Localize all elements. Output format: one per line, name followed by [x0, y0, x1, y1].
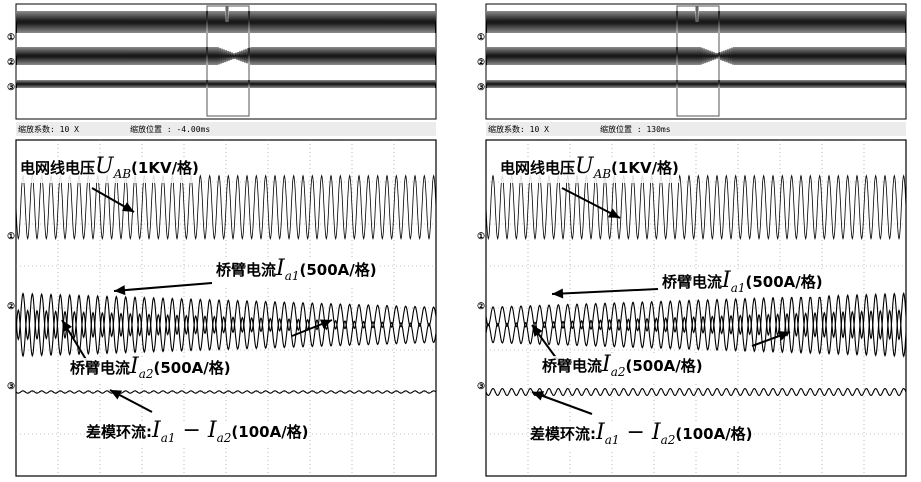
- annotation-arrow: [113, 282, 213, 292]
- annotation-arrowhead: [110, 390, 123, 400]
- annotation-arrow: [551, 288, 659, 295]
- label-unit: (1KV/格): [131, 159, 199, 177]
- channel-marker-voltage: ①: [7, 232, 16, 242]
- channel-marker-overview-1: ①: [7, 33, 16, 43]
- channel-marker-overview-3: ③: [7, 83, 16, 93]
- channel-marker-voltage: ①: [477, 232, 486, 242]
- math-subscript: a1: [730, 281, 746, 295]
- series-trace: [15, 174, 437, 241]
- series-trace: [485, 174, 907, 241]
- annotation-arrowhead: [607, 208, 620, 218]
- overview-trace: [15, 46, 437, 66]
- overview-frame: [485, 3, 907, 120]
- label-arm-current-2: 桥臂电流Ia2(500A/格): [542, 354, 703, 381]
- math-symbol: I: [276, 256, 285, 281]
- overview-trace: [15, 79, 437, 89]
- scope-svg-right: [485, 3, 907, 477]
- label-arm-current-2: 桥臂电流Ia2(500A/格): [70, 356, 231, 383]
- math-symbol: U: [95, 154, 114, 179]
- channel-marker-current: ②: [7, 302, 16, 312]
- zoom-factor-label: 缩放系数: 10 X: [18, 125, 79, 134]
- series-trace: [485, 308, 907, 358]
- math-subscript: a2: [216, 431, 232, 445]
- math-symbol: I: [207, 418, 217, 443]
- annotation-arrowhead: [532, 325, 543, 337]
- channel-marker-overview-3: ③: [477, 83, 486, 93]
- annotation-arrowhead: [121, 202, 134, 212]
- overview-frame: [15, 3, 437, 120]
- label-text: 桥臂电流: [542, 357, 603, 375]
- math-symbol: U: [575, 154, 594, 179]
- overview-trace: [485, 79, 907, 89]
- channel-marker-overview-2: ②: [7, 58, 16, 68]
- series-trace: [15, 308, 437, 358]
- label-text: 电网线电压: [20, 159, 96, 177]
- label-unit: (500A/格): [625, 357, 703, 375]
- math-minus: −: [175, 418, 208, 443]
- math-subscript: a1: [160, 431, 176, 445]
- series-trace: [485, 291, 907, 341]
- overview-trace: [485, 46, 907, 66]
- scope-svg-left: [15, 3, 437, 477]
- label-unit: (500A/格): [153, 359, 231, 377]
- zoom-label-bar: [486, 122, 906, 136]
- annotation-arrowhead: [532, 391, 545, 401]
- label-circulating-current: 差模环流:Ia1 − Ia2(100A/格): [530, 422, 753, 449]
- label-text: 桥臂电流: [70, 359, 131, 377]
- math-subscript: AB: [593, 167, 612, 181]
- label-text: 差模环流:: [86, 423, 152, 441]
- math-subscript: a1: [284, 269, 300, 283]
- channel-marker-circulating: ③: [7, 382, 16, 392]
- annotation-arrowhead: [114, 285, 126, 296]
- label-unit: (100A/格): [675, 425, 753, 443]
- math-symbol: I: [651, 420, 661, 445]
- zoom-label-bar: [16, 122, 436, 136]
- label-unit: (500A/格): [299, 261, 377, 279]
- math-minus: −: [619, 420, 652, 445]
- channel-marker-overview-1: ①: [477, 33, 486, 43]
- series-trace: [485, 387, 907, 397]
- channel-marker-current: ②: [477, 302, 486, 312]
- label-text: 桥臂电流: [216, 261, 277, 279]
- annotation-arrowhead: [62, 320, 72, 332]
- label-grid-voltage: 电网线电压UAB(1KV/格): [20, 156, 199, 183]
- zoom-position-label: 缩放位置 : -4.00ms: [130, 125, 211, 134]
- series-trace: [15, 292, 437, 341]
- label-text: 电网线电压: [500, 159, 576, 177]
- zoom-position-label: 缩放位置 : 130ms: [600, 125, 671, 134]
- label-arm-current-1: 桥臂电流Ia1(500A/格): [216, 258, 377, 285]
- label-arm-current-1: 桥臂电流Ia1(500A/格): [662, 270, 823, 297]
- label-grid-voltage: 电网线电压UAB(1KV/格): [500, 156, 679, 183]
- scope-panel-left: ① ② ③ ① ② ③ 缩放系数: 10 X 缩放位置 : -4.00ms 电网…: [2, 0, 450, 482]
- annotation-arrowhead: [777, 331, 790, 341]
- math-subscript: a2: [610, 365, 626, 379]
- annotation-arrowhead: [552, 288, 564, 299]
- series-trace: [15, 390, 437, 394]
- label-text: 差模环流:: [530, 425, 596, 443]
- annotation-arrowhead: [319, 319, 332, 329]
- label-unit: (1KV/格): [611, 159, 679, 177]
- math-symbol: I: [722, 268, 731, 293]
- label-circulating-current: 差模环流:Ia1 − Ia2(100A/格): [86, 420, 309, 447]
- math-subscript: a1: [604, 433, 620, 447]
- zoom-factor-label: 缩放系数: 10 X: [488, 125, 549, 134]
- channel-marker-circulating: ③: [477, 382, 486, 392]
- math-symbol: I: [602, 352, 611, 377]
- math-symbol: I: [130, 354, 139, 379]
- scope-panel-right: ① ② ③ ① ② ③ 缩放系数: 10 X 缩放位置 : 130ms 电网线电…: [472, 0, 920, 482]
- math-subscript: a2: [138, 367, 154, 381]
- math-symbol: I: [152, 418, 161, 443]
- math-subscript: AB: [113, 167, 132, 181]
- math-symbol: I: [596, 420, 605, 445]
- channel-marker-overview-2: ②: [477, 58, 486, 68]
- label-unit: (100A/格): [231, 423, 309, 441]
- math-subscript: a2: [660, 433, 676, 447]
- label-unit: (500A/格): [745, 273, 823, 291]
- label-text: 桥臂电流: [662, 273, 723, 291]
